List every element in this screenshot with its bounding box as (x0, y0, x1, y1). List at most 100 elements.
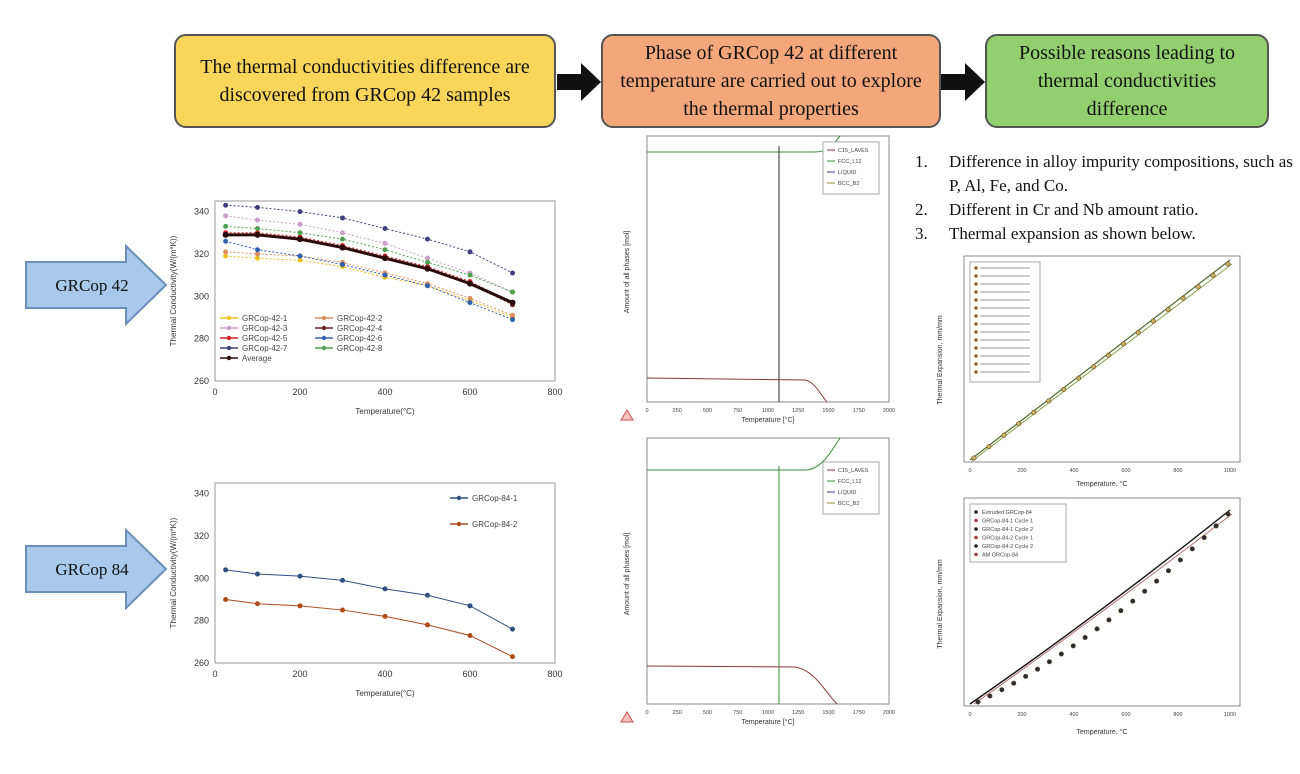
legend-marker (974, 306, 978, 310)
data-point (1135, 329, 1141, 335)
legend-marker (974, 266, 978, 270)
data-point (340, 230, 345, 236)
data-point (339, 244, 346, 251)
legend-marker (226, 355, 232, 361)
phase-diagram-top: C15_LAVES FCC_L12 LIQUID BCC_B2 0 250 500 750 1… (620, 135, 895, 424)
x-tick-label: 0 (968, 712, 971, 718)
chart84-plot-area (214, 482, 556, 664)
label-grcop42: GRCop 42 (55, 276, 128, 295)
phase2-laves-curve (646, 665, 838, 705)
te84-markers (975, 511, 1231, 705)
data-point (255, 226, 260, 232)
te42-markers (971, 261, 1231, 461)
data-point (223, 238, 229, 244)
x-tick-label: 1000 (762, 408, 774, 414)
data-point (1031, 409, 1037, 415)
data-point (255, 601, 260, 607)
data-point (1016, 421, 1022, 427)
flow-box-discovery: The thermal conductivities difference ar… (174, 34, 556, 128)
data-point (255, 247, 260, 253)
data-point (223, 253, 229, 259)
legend-label: BCC_B2 (838, 181, 859, 187)
legend-marker (974, 354, 978, 358)
x-tick-label: 750 (733, 408, 742, 414)
data-point (425, 622, 430, 628)
legend-label: LIQUID (838, 170, 856, 176)
flow-box-reasons-text: Possible reasons leading to thermal cond… (1018, 42, 1236, 120)
chart84-legend: GRCop-84-1 GRCop-84-2 (450, 494, 518, 529)
x-tick-label: 600 (462, 669, 477, 679)
data-point (297, 603, 303, 609)
data-point (1046, 398, 1052, 404)
reason-text: Thermal expansion as shown below. (949, 224, 1196, 243)
data-point (340, 607, 345, 613)
x-tick-label: 1750 (853, 408, 865, 414)
data-point (1091, 364, 1097, 370)
te84-legend-items: Extruded GRCop-84 GRCop-84-1 Cycle 1 GRCop… (974, 510, 1033, 559)
chart42-ylabel: Thermal Conductivity(W/(m*K)) (169, 235, 178, 346)
legend-label: GRCop-42-7 (242, 344, 288, 353)
x-tick-label: 200 (1017, 712, 1026, 718)
phase2-fcc-curve (647, 437, 841, 471)
data-point (509, 299, 516, 306)
legend-label: GRCop-42-3 (242, 324, 288, 333)
x-tick-label: 0 (212, 387, 217, 397)
legend-marker (974, 298, 978, 302)
legend-marker (974, 535, 978, 540)
legend-label: GRCop-42-1 (242, 314, 288, 323)
data-point (1130, 598, 1136, 604)
legend-label: GRCop-84-1 (472, 494, 518, 503)
phase2-warning-icon (620, 711, 634, 723)
y-tick-label: 340 (194, 489, 209, 499)
legend-marker (974, 322, 978, 326)
data-point (987, 693, 993, 699)
data-point (510, 312, 515, 318)
thermal-expansion-grcop84: Extruded GRCop-84 GRCop-84-1 Cycle 1 GRCop… (937, 497, 1241, 736)
data-point (1189, 546, 1195, 552)
legend-marker (456, 521, 462, 527)
legend-marker (974, 314, 978, 318)
legend-label: AM GRCop-84 (982, 553, 1018, 559)
thermal-expansion-grcop42: 0 200 400 600 800 1000 Temperature, °C Therma… (937, 255, 1241, 488)
legend-marker (321, 335, 327, 341)
data-point (340, 236, 345, 242)
legend-marker (226, 335, 232, 341)
legend-marker (974, 370, 978, 374)
data-point (1225, 511, 1231, 517)
te42-xlabel: Temperature, °C (1076, 480, 1127, 488)
y-tick-label: 280 (194, 334, 209, 344)
chart42-yticks: 340 320 300 280 260 (194, 207, 209, 386)
data-point (223, 567, 229, 573)
flow-box-phase-text: Phase of GRCop 42 at different temperatu… (620, 42, 922, 120)
data-point (1094, 626, 1100, 632)
data-point (382, 586, 388, 592)
x-tick-label: 1250 (792, 710, 804, 716)
legend-label: Extruded GRCop-84 (982, 510, 1032, 516)
data-point (254, 231, 261, 238)
x-tick-label: 0 (645, 408, 648, 414)
data-point (382, 247, 388, 253)
x-tick-label: 400 (1069, 468, 1078, 474)
data-point (1180, 295, 1186, 301)
chart42-series (222, 202, 516, 323)
data-point (297, 573, 303, 579)
x-tick-label: 600 (1121, 468, 1130, 474)
flow-arrow-2 (941, 63, 985, 101)
data-point (1150, 318, 1156, 324)
series-line (225, 240, 513, 321)
data-point (297, 257, 303, 263)
data-point (1118, 608, 1124, 614)
x-tick-label: 0 (968, 468, 971, 474)
legend-marker (226, 325, 232, 331)
x-tick-label: 800 (1173, 712, 1182, 718)
data-point (425, 255, 430, 261)
y-tick-label: 340 (194, 207, 209, 217)
x-tick-label: 0 (212, 669, 217, 679)
data-point (467, 249, 473, 255)
phase1-ylabel: Amount of all phases [mol] (624, 231, 631, 314)
te42-xticks: 0 200 400 600 800 1000 (968, 468, 1236, 474)
data-point (467, 300, 473, 306)
chart84-series (223, 567, 515, 660)
data-point (223, 202, 229, 208)
chart42-legend: GRCop-42-1 GRCop-42-2 GRCop-42-3 GRCop-42-4… (220, 314, 383, 363)
